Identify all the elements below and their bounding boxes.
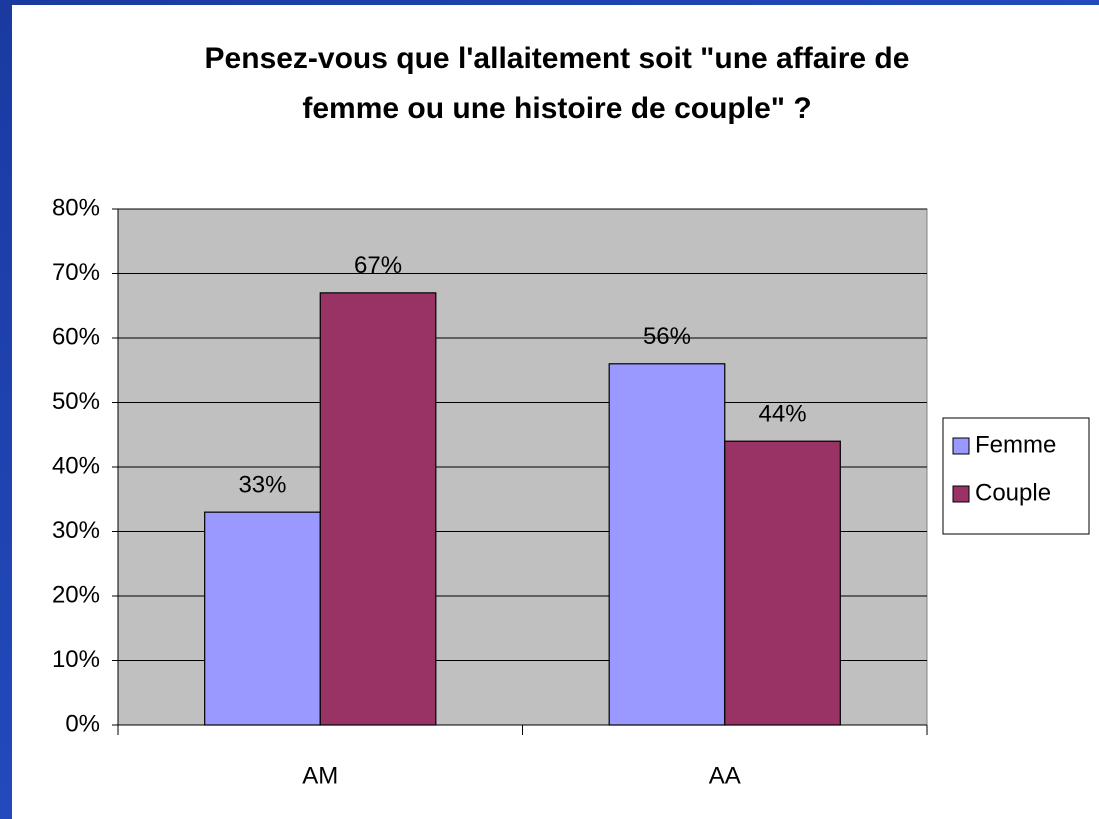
data-label: 67% [354, 252, 402, 279]
bar [608, 363, 726, 726]
chart-title: Pensez-vous que l'allaitement soit "une … [205, 42, 910, 75]
legend-box [942, 417, 1090, 535]
bar [724, 440, 841, 726]
chart-title: femme ou une histoire de couple" ? [302, 92, 811, 125]
x-tick-label: AA [709, 762, 741, 789]
y-tick-label: 30% [52, 517, 100, 544]
legend-swatch [952, 485, 970, 503]
bar [319, 292, 437, 726]
y-tick-label: 50% [52, 388, 100, 415]
y-tick-label: 80% [52, 194, 100, 221]
y-tick-label: 10% [52, 646, 100, 673]
y-tick-label: 0% [65, 710, 100, 737]
data-label: 44% [759, 401, 807, 428]
x-tick-label: AM [302, 762, 338, 789]
data-label: 33% [238, 471, 286, 498]
y-tick-label: 60% [52, 323, 100, 350]
legend-swatch [952, 437, 970, 455]
legend-label: Femme [975, 431, 1056, 458]
bar [204, 511, 321, 726]
y-tick-label: 70% [52, 259, 100, 286]
y-tick-label: 20% [52, 581, 100, 608]
y-tick-label: 40% [52, 452, 100, 479]
data-label: 56% [643, 323, 691, 350]
legend-label: Couple [975, 479, 1051, 506]
